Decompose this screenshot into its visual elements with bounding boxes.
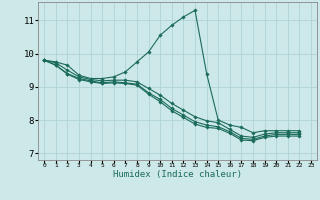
X-axis label: Humidex (Indice chaleur): Humidex (Indice chaleur)	[113, 170, 242, 179]
